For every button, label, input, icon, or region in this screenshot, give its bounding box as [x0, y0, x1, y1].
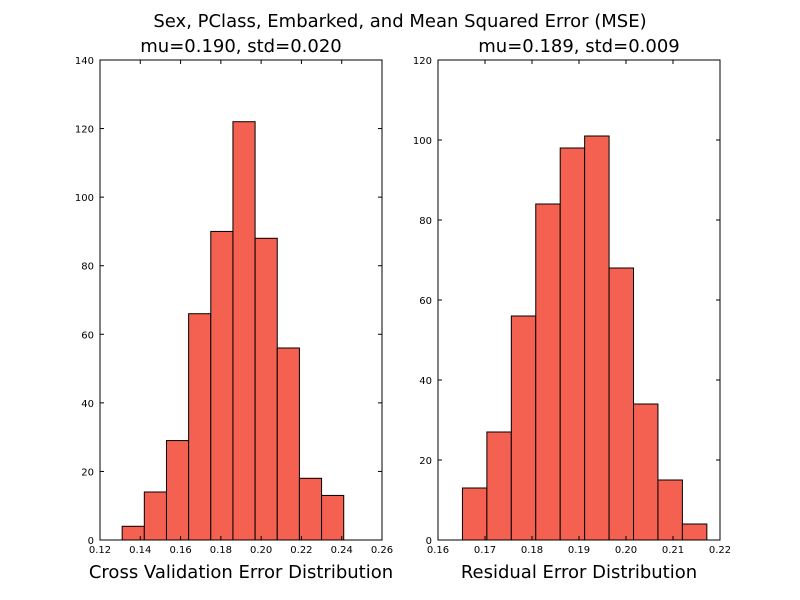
histogram-bar [510, 315, 537, 541]
x-tick-label: 0.18 [521, 545, 543, 556]
histogram-bar [681, 523, 708, 541]
histogram-bar [559, 147, 586, 541]
x-ticks: 0.12 0.14 0.16 0.18 0.20 0.22 0.24 0.26 [89, 60, 393, 556]
histogram-bar [298, 477, 323, 541]
histogram-bar [276, 347, 300, 541]
x-tick-label: 0.20 [615, 545, 637, 556]
x-tick-label: 0.22 [290, 545, 312, 556]
x-tick-label: 0.16 [427, 545, 449, 556]
y-tick-label: 80 [419, 216, 432, 227]
y-tick-label: 20 [419, 456, 432, 467]
x-tick-label: 0.16 [169, 545, 191, 556]
y-tick-label: 0 [426, 536, 432, 547]
histogram-cross-validation: mu=0.190, std=0.020 0.12 0.14 0.16 0.18 0.20… [75, 36, 393, 583]
histogram-bar [321, 494, 345, 541]
x-tick-label: 0.19 [568, 545, 590, 556]
histogram-bar [633, 403, 659, 541]
plot-frame [99, 59, 383, 541]
x-tick-label: 0.12 [89, 545, 111, 556]
histogram-bar [232, 121, 256, 541]
y-tick-label: 100 [75, 193, 94, 204]
x-tick-label: 0.22 [709, 545, 731, 556]
chart-title: mu=0.190, std=0.020 [140, 36, 341, 57]
x-tick-label: 0.26 [371, 545, 393, 556]
x-tick-label: 0.17 [474, 545, 496, 556]
histogram-bar [254, 237, 278, 541]
x-tick-label: 0.14 [129, 545, 151, 556]
chart-title: mu=0.189, std=0.009 [478, 36, 679, 57]
y-tick-label: 40 [419, 376, 432, 387]
x-axis-label: Residual Error Distribution [461, 562, 697, 583]
x-tick-label: 0.18 [210, 545, 232, 556]
bars [461, 135, 708, 541]
y-tick-label: 100 [413, 136, 432, 147]
y-tick-label: 20 [81, 467, 94, 478]
histogram-bar [165, 440, 190, 541]
histogram-bar [210, 230, 234, 541]
histogram-bar [121, 525, 145, 541]
figure-suptitle: Sex, PClass, Embarked, and Mean Squared … [153, 11, 646, 32]
x-tick-label: 0.20 [250, 545, 272, 556]
y-tick-label: 40 [81, 399, 94, 410]
histogram-bar [461, 487, 488, 541]
y-tick-label: 80 [81, 262, 94, 273]
y-tick-label: 120 [413, 56, 432, 67]
y-ticks: 0 20 40 60 80 100 120 140 [75, 56, 382, 547]
y-tick-label: 60 [419, 296, 432, 307]
y-tick-label: 120 [75, 125, 94, 136]
histogram-bar [188, 313, 212, 541]
bars [121, 121, 345, 541]
y-tick-label: 60 [81, 330, 94, 341]
x-tick-label: 0.21 [662, 545, 684, 556]
x-axis-label: Cross Validation Error Distribution [89, 562, 393, 583]
plot-frame [437, 59, 721, 541]
histogram-bar [486, 431, 512, 541]
y-tick-label: 0 [88, 536, 94, 547]
y-tick-label: 140 [75, 56, 94, 67]
histogram-bar [535, 203, 561, 541]
histogram-residual: mu=0.189, std=0.009 0.16 0.17 0.18 0.19 0.20… [413, 36, 731, 583]
histogram-bar [584, 135, 610, 541]
histogram-bar [608, 267, 635, 541]
histogram-bar [657, 479, 683, 541]
x-tick-label: 0.24 [331, 545, 353, 556]
histogram-bar [143, 491, 167, 541]
